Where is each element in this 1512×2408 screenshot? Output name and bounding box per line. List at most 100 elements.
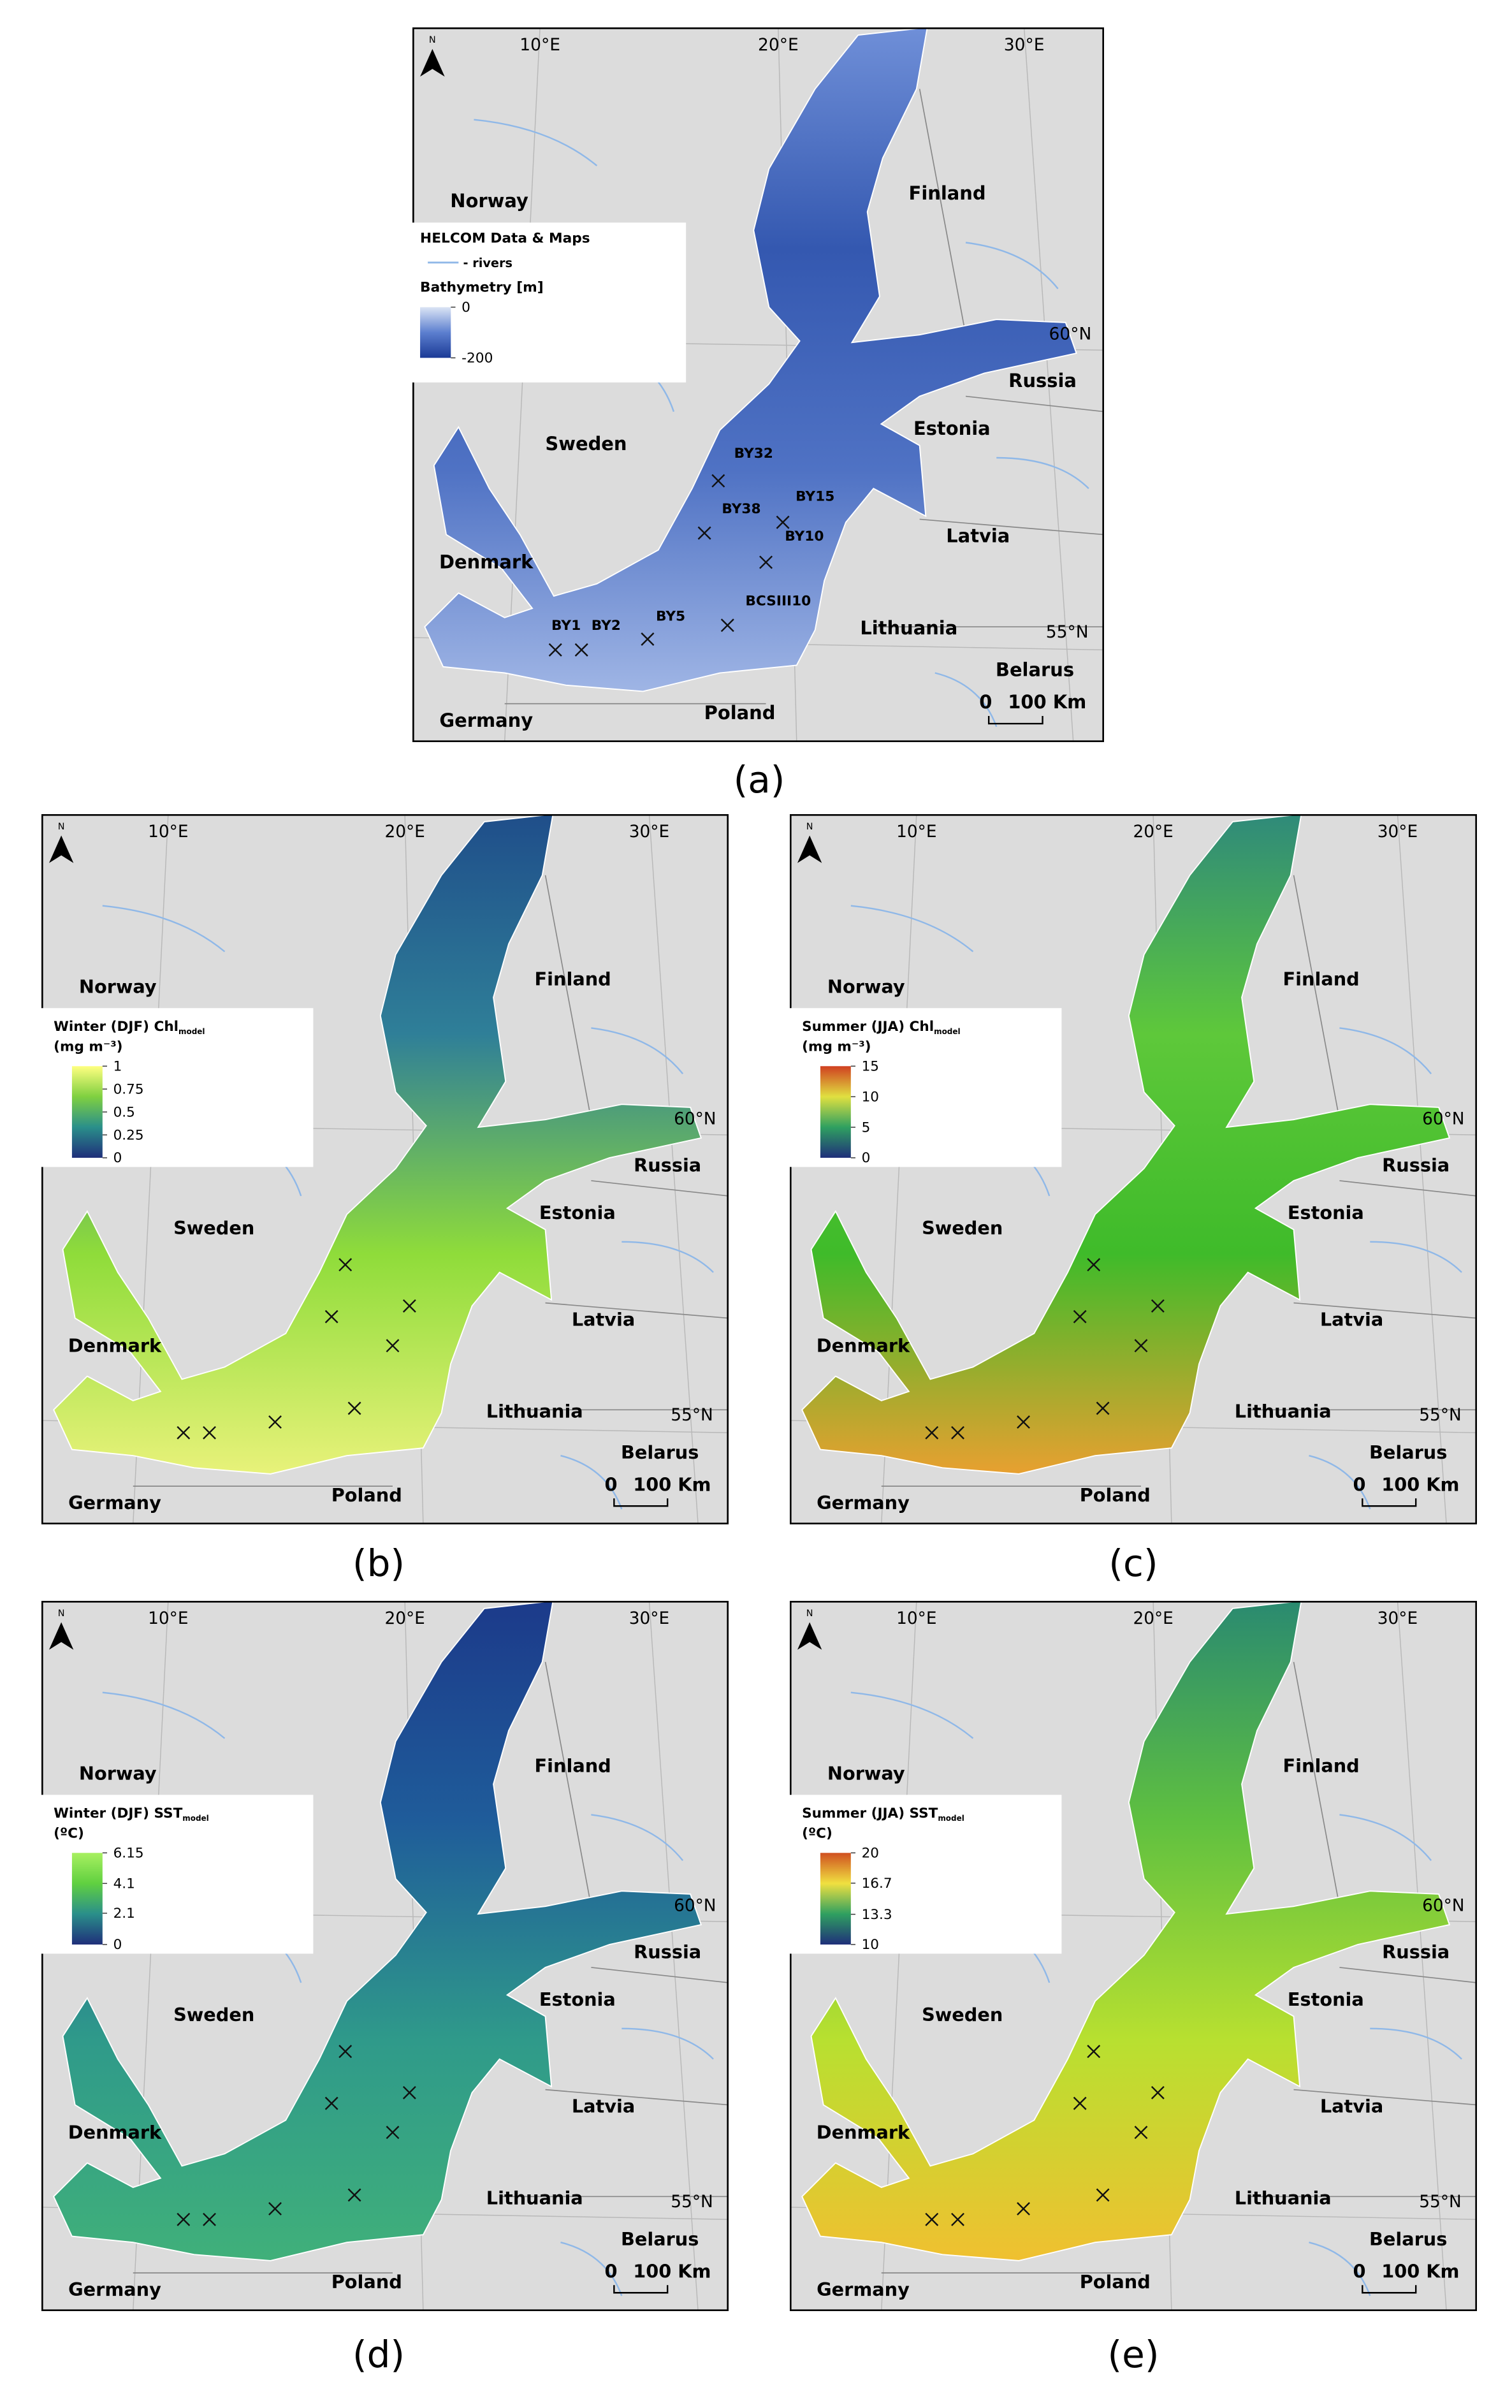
- station-marker: [720, 618, 734, 632]
- north-label: N: [429, 35, 436, 45]
- legend-title-sub: model: [934, 1027, 960, 1036]
- frame: [412, 27, 1104, 742]
- scale-label: 100 Km: [1008, 691, 1086, 713]
- country-label: Russia: [634, 1155, 701, 1176]
- station-marker: [1017, 1415, 1030, 1429]
- river: [1370, 2027, 1462, 2060]
- country-label: Estonia: [913, 418, 991, 439]
- legend-title-sub: model: [938, 1814, 964, 1823]
- station-marker: [324, 1310, 338, 1324]
- land: [41, 1601, 729, 2311]
- country-label: Latvia: [946, 525, 1010, 547]
- station-label: BCSIII10: [745, 593, 811, 609]
- river: [1309, 1455, 1371, 1510]
- colorbar: [820, 1853, 851, 1945]
- legend-title-sub: model: [182, 1814, 208, 1823]
- lat-label: 60°N: [1049, 324, 1092, 344]
- country-label: Belarus: [1369, 1441, 1447, 1463]
- country-label: Denmark: [817, 2121, 910, 2143]
- country-label: Poland: [331, 1484, 402, 1506]
- station-label: BY1: [551, 618, 581, 634]
- scale-bar: [987, 716, 1043, 725]
- frame: [41, 814, 729, 1524]
- country-label: Sweden: [545, 433, 627, 455]
- colorbar-label: 10: [862, 1089, 879, 1105]
- station-marker: [203, 2212, 216, 2226]
- panel-caption: (a): [734, 758, 785, 801]
- colorbar: [71, 1853, 103, 1945]
- country-label: Russia: [1008, 370, 1077, 391]
- sea: [801, 1601, 1451, 2261]
- country-label: Belarus: [621, 2228, 699, 2250]
- station-marker: [697, 526, 711, 540]
- station-marker: [1151, 1299, 1165, 1313]
- colorbar-label: 1: [113, 1058, 122, 1074]
- country-label: Denmark: [68, 1334, 162, 1356]
- legend-unit: (ºC): [54, 1825, 84, 1841]
- station-marker: [338, 2045, 353, 2059]
- country-label: Poland: [704, 702, 776, 724]
- map-panel: N 10°E 20°E 30°E 60°N 55°N Norway Finland Russia…: [790, 814, 1477, 1524]
- scale-label: 100 Km: [633, 2260, 711, 2282]
- colorbar-label: 16.7: [862, 1876, 892, 1892]
- north-arrow: [420, 48, 445, 77]
- station-marker: [347, 2188, 361, 2202]
- north-label: N: [58, 822, 65, 832]
- country-label: Germany: [68, 2279, 161, 2300]
- land: [790, 814, 1477, 1524]
- lon-label: 30°E: [629, 1609, 669, 1628]
- station-marker: [1151, 2085, 1165, 2099]
- frame: [790, 814, 1477, 1524]
- colorbar: [71, 1066, 103, 1158]
- river: [996, 456, 1089, 490]
- station-marker: [386, 1339, 400, 1353]
- country-label: Norway: [827, 1762, 905, 1784]
- country-label: Norway: [79, 1762, 157, 1784]
- land: [41, 814, 729, 1524]
- station-label: BY32: [734, 446, 773, 462]
- scale-label: 0: [979, 691, 992, 713]
- scale-label: 100 Km: [1381, 2260, 1459, 2282]
- lon-label: 20°E: [384, 822, 425, 842]
- north-arrow: [797, 835, 822, 863]
- station-marker: [1073, 1310, 1087, 1324]
- legend-title-main: Winter (DJF) SST: [54, 1806, 182, 1821]
- country-label: Estonia: [1288, 1988, 1364, 2010]
- station-marker: [641, 632, 655, 646]
- river: [474, 119, 598, 166]
- colorbar-label: 0: [462, 300, 470, 316]
- country-label: Finland: [535, 1755, 611, 1776]
- country-label: Poland: [1080, 2271, 1151, 2293]
- panel-caption: (e): [1108, 2333, 1159, 2376]
- graticule: [1397, 1601, 1447, 2311]
- border: [544, 875, 592, 1120]
- station-marker: [951, 2212, 964, 2226]
- border: [591, 1967, 729, 1983]
- country-label: Latvia: [572, 1309, 635, 1331]
- country-label: Denmark: [817, 1334, 910, 1356]
- lat-label: 60°N: [1422, 1896, 1464, 1915]
- country-label: Norway: [450, 190, 528, 212]
- station-marker: [925, 2212, 939, 2226]
- border: [544, 1661, 592, 1907]
- north-arrow: [797, 1622, 822, 1650]
- colorbar-label: 0: [113, 1937, 122, 1953]
- lon-label: 10°E: [520, 35, 560, 55]
- river: [850, 905, 974, 952]
- border: [1293, 875, 1341, 1120]
- station-marker: [1087, 1258, 1101, 1272]
- country-label: Sweden: [922, 1217, 1003, 1239]
- lon-label: 30°E: [1004, 35, 1045, 55]
- country-label: Lithuania: [486, 2187, 583, 2208]
- lon-label: 20°E: [1133, 822, 1173, 842]
- station-label: BY38: [722, 501, 760, 517]
- colorbar-label: -200: [462, 351, 493, 367]
- border: [919, 89, 966, 335]
- border: [1293, 2089, 1477, 2106]
- scale-bar: [1362, 1498, 1417, 1507]
- colorbar-label: 13.3: [862, 1907, 892, 1923]
- lat-label: 60°N: [1422, 1109, 1464, 1128]
- legend-title: Summer (JJA) Chlmodel: [802, 1019, 960, 1036]
